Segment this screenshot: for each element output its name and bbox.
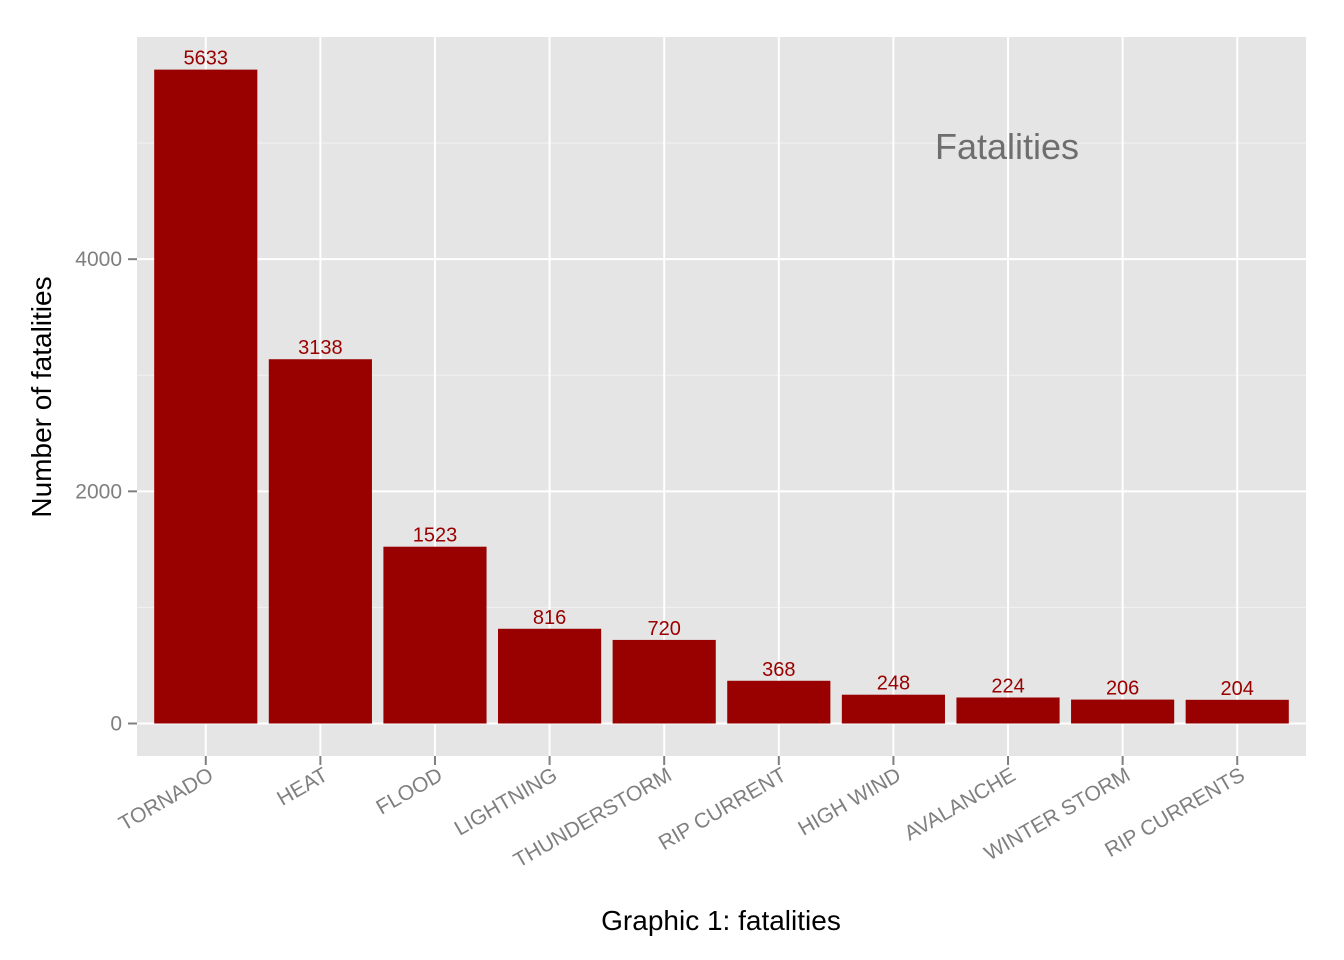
data-label: 204 (1221, 678, 1254, 700)
x-tick-label: RIP CURRENT (655, 763, 791, 855)
data-label: 816 (533, 607, 566, 629)
data-labels-group: 5633 3138 1523 816 720 368 248 224 206 204 (184, 48, 1254, 700)
bar (956, 697, 1060, 724)
y-axis-title: Number of fatalities (26, 276, 57, 517)
data-label: 368 (762, 659, 795, 681)
x-tick-label: HEAT (273, 763, 332, 810)
bar (383, 546, 487, 724)
bar (727, 680, 831, 724)
bar (1185, 699, 1289, 724)
bar (1071, 699, 1175, 724)
bar (498, 628, 602, 724)
bar (612, 639, 716, 724)
data-label: 206 (1106, 678, 1139, 700)
y-tick-label: 2000 (75, 480, 122, 503)
x-tick-label: LIGHTNING (451, 763, 562, 840)
x-axis-title: Graphic 1: fatalities (601, 905, 841, 936)
x-tick-label: HIGH WIND (794, 763, 905, 840)
bars-group (154, 69, 1289, 724)
y-axis-ticks: 0 2000 4000 (75, 248, 137, 735)
bar (268, 359, 372, 724)
y-tick-label: 4000 (75, 248, 122, 271)
bar (841, 694, 945, 724)
x-tick-label: FLOOD (372, 763, 446, 819)
x-axis-ticks: TORNADO HEAT FLOOD LIGHTNINGTHUNDERSTORMRIP… (115, 756, 1249, 872)
data-label: 3138 (298, 337, 343, 359)
data-label: 248 (877, 673, 910, 695)
x-tick-label: TORNADO (115, 763, 217, 835)
bar (154, 69, 258, 724)
y-tick-label: 0 (110, 712, 122, 735)
data-label: 5633 (184, 48, 229, 70)
data-label: 224 (991, 675, 1024, 697)
data-label: 1523 (413, 525, 458, 547)
data-label: 720 (648, 618, 681, 640)
annotation-text: Fatalities (935, 126, 1079, 167)
